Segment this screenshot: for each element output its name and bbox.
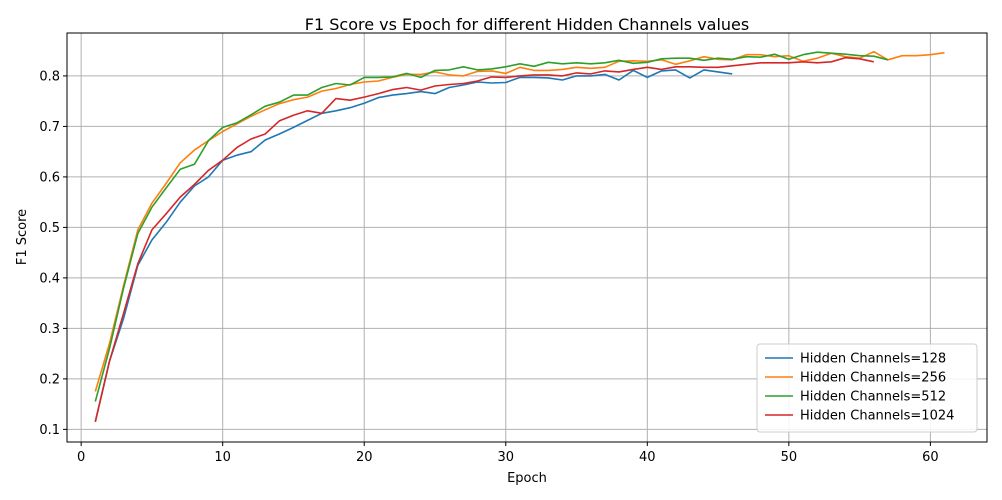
legend-label: Hidden Channels=512 [800,390,946,405]
legend: Hidden Channels=128 Hidden Channels=256 Hi… [756,343,978,433]
series-lines [94,50,945,422]
y-tick-label: 0.2 [39,372,60,387]
x-axis-ticks: 0 10 20 30 40 50 60 [77,442,939,465]
x-tick-label: 20 [356,450,373,465]
series-line [94,69,733,422]
y-tick-label: 0.1 [39,423,60,438]
y-tick-label: 0.7 [39,120,60,135]
x-tick-label: 0 [77,450,85,465]
plot-frame [66,32,988,443]
legend-box [756,343,978,433]
y-tick-label: 0.5 [39,221,60,236]
y-tick-label: 0.8 [39,69,60,84]
legend-label: Hidden Channels=256 [800,371,946,386]
y-tick-label: 0.6 [39,170,60,185]
x-axis-title: Epoch [507,471,547,486]
legend-label: Hidden Channels=1024 [800,409,954,424]
x-tick-label: 40 [639,450,656,465]
y-axis-title: F1 Score [15,209,30,265]
y-tick-label: 0.4 [39,271,60,286]
x-tick-label: 30 [497,450,514,465]
x-tick-label: 60 [922,450,939,465]
y-tick-label: 0.3 [39,322,60,337]
chart-title: F1 Score vs Epoch for different Hidden C… [305,15,749,34]
x-tick-label: 50 [781,450,798,465]
y-axis-ticks: 0.1 0.2 0.3 0.4 0.5 0.6 0.7 0.8 [39,69,67,438]
series-line [94,51,889,402]
legend-label: Hidden Channels=128 [800,352,946,367]
x-tick-label: 10 [214,450,231,465]
series-line [94,56,874,422]
